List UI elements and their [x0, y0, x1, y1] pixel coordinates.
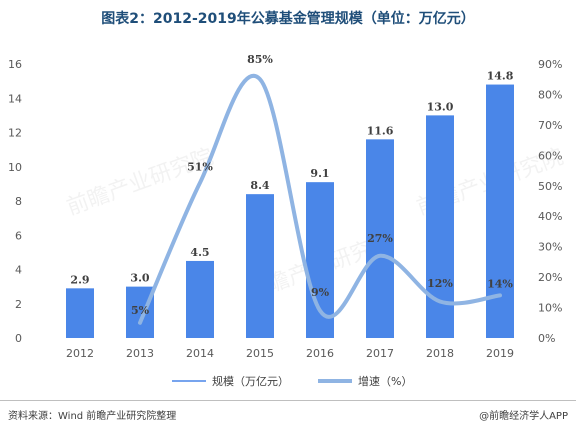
bar-2016 [306, 182, 334, 338]
right-tick-80%: 80% [538, 88, 562, 101]
bar-label-2016: 9.1 [310, 167, 329, 180]
growth-label-2019: 14% [487, 277, 513, 290]
left-tick-8: 8 [15, 195, 22, 208]
legend-label-growth: 增速（%） [358, 374, 412, 388]
left-tick-6: 6 [15, 229, 22, 242]
bar-2015 [246, 194, 274, 338]
right-tick-70%: 70% [538, 119, 562, 132]
right-tick-0%: 0% [538, 332, 555, 345]
right-tick-40%: 40% [538, 210, 562, 223]
right-tick-50%: 50% [538, 180, 562, 193]
bar-series [66, 84, 514, 338]
x-tick-2016: 2016 [306, 347, 334, 360]
brand-credit: @前瞻经济学人APP [479, 411, 568, 422]
x-tick-2015: 2015 [246, 347, 274, 360]
bar-label-2019: 14.8 [487, 70, 514, 83]
bar-2017 [366, 139, 394, 338]
bar-2012 [66, 288, 94, 338]
growth-line [138, 74, 502, 325]
right-axis-ticks: 0% 10% 20% 30% 40% 50% 60% 70% 80% 90% [538, 58, 562, 345]
legend-label-scale: 规模（万亿元） [212, 374, 289, 388]
bar-label-2013: 3.0 [130, 272, 149, 285]
source-note: 资料来源：Wind 前瞻产业研究院整理 [8, 411, 177, 422]
left-tick-12: 12 [8, 127, 22, 140]
growth-label-2016: 9% [311, 286, 330, 299]
x-tick-2017: 2017 [366, 347, 394, 360]
bar-labels: 2.9 3.0 4.5 8.4 9.1 11.6 13.0 14.8 [70, 70, 513, 287]
growth-label-2014: 51% [187, 161, 213, 174]
bar-label-2017: 11.6 [367, 124, 394, 137]
x-tick-2014: 2014 [186, 347, 214, 360]
x-tick-2019: 2019 [486, 347, 514, 360]
footer: 资料来源：Wind 前瞻产业研究院整理 @前瞻经济学人APP [0, 400, 576, 429]
x-tick-2012: 2012 [66, 347, 94, 360]
line-series [138, 74, 502, 325]
left-axis-ticks: 0 2 4 6 8 10 12 14 16 [8, 58, 22, 345]
left-tick-10: 10 [8, 161, 22, 174]
x-tick-2013: 2013 [126, 347, 154, 360]
bar-label-2018: 13.0 [427, 100, 454, 113]
left-tick-4: 4 [15, 264, 22, 277]
growth-label-2018: 12% [427, 277, 453, 290]
right-tick-20%: 20% [538, 271, 562, 284]
left-tick-14: 14 [8, 92, 22, 105]
bar-2014 [186, 260, 214, 338]
right-tick-60%: 60% [538, 149, 562, 162]
bar-label-2014: 4.5 [190, 246, 209, 259]
right-tick-10%: 10% [538, 302, 562, 315]
legend: 规模（万亿元） 增速（%） [172, 374, 412, 388]
growth-label-2013: 5% [131, 304, 150, 317]
growth-label-2015: 85% [247, 53, 273, 66]
bar-label-2015: 8.4 [250, 179, 269, 192]
x-tick-2018: 2018 [426, 347, 454, 360]
x-axis-ticks: 2012 2013 2014 2015 2016 2017 2018 2019 [66, 347, 514, 360]
watermark-0: 前瞻产业研究院 [64, 144, 217, 220]
left-tick-2: 2 [15, 298, 22, 311]
right-tick-90%: 90% [538, 58, 562, 71]
line-labels: 5% 51% 85% 9% 27% 12% 14% [131, 53, 513, 317]
left-tick-16: 16 [8, 58, 22, 71]
bar-label-2012: 2.9 [70, 273, 89, 286]
bar-2019 [486, 84, 514, 338]
left-tick-0: 0 [15, 332, 22, 345]
chart-title: 图表2：2012-2019年公募基金管理规模（单位：万亿元） [101, 11, 475, 27]
right-tick-30%: 30% [538, 241, 562, 254]
growth-label-2017: 27% [367, 232, 393, 245]
